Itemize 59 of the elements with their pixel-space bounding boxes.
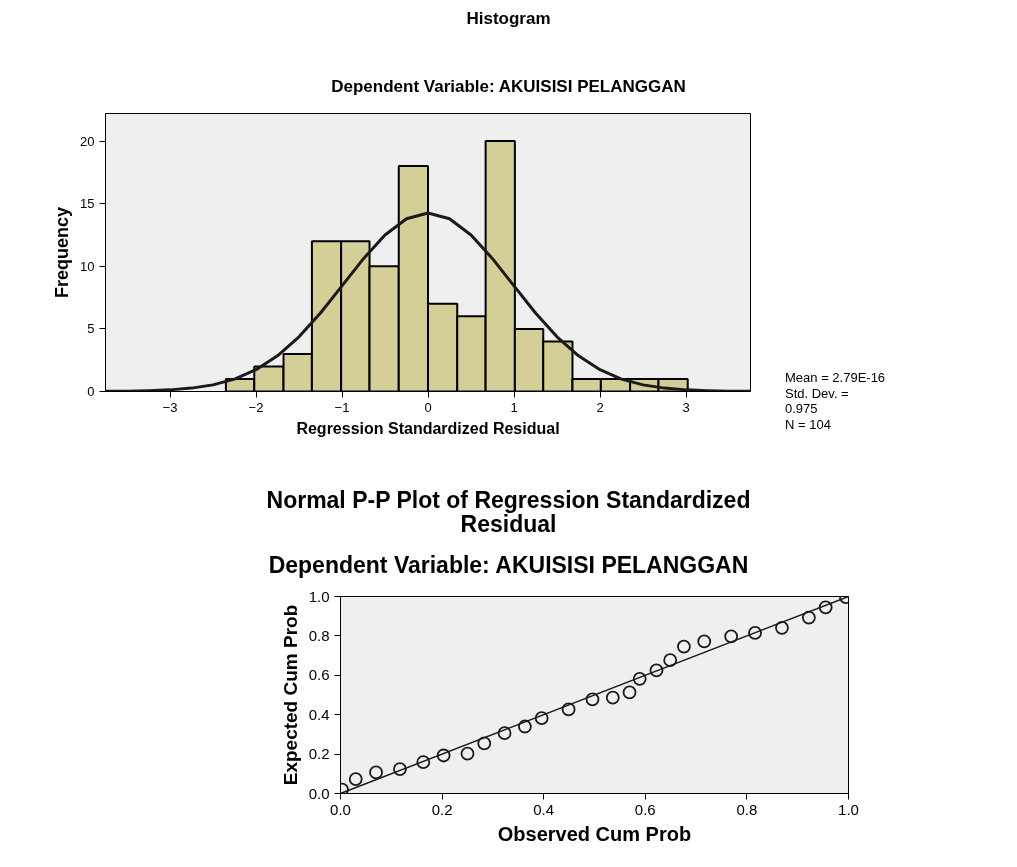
x-tick-label: 0.2 xyxy=(431,800,453,818)
point xyxy=(497,726,512,741)
point xyxy=(632,671,647,686)
x-axis-title: Observed Cum Prob xyxy=(497,822,692,845)
point xyxy=(561,702,576,717)
y-tick-label: 0.0 xyxy=(308,784,330,802)
x-tick-label: 0.6 xyxy=(634,800,656,818)
x-tick-label: 0 xyxy=(424,399,432,415)
point xyxy=(518,719,532,734)
x-tick-label: 0.8 xyxy=(736,800,758,818)
point xyxy=(369,765,383,780)
point xyxy=(663,653,678,668)
point xyxy=(416,755,431,770)
y-tick-label: 0 xyxy=(87,384,95,399)
point xyxy=(622,685,637,700)
point xyxy=(775,620,789,635)
point xyxy=(460,746,475,761)
x-tick-label: −1 xyxy=(334,399,350,415)
x-tick-label: 3 xyxy=(682,399,690,415)
point xyxy=(801,610,816,625)
y-tick-label: 0.2 xyxy=(308,745,330,763)
y-tick-label: 5 xyxy=(87,321,95,337)
point xyxy=(649,663,664,678)
point xyxy=(605,690,620,705)
point xyxy=(748,626,762,640)
y-tick-label: 0.6 xyxy=(308,666,330,684)
point xyxy=(677,639,691,654)
point xyxy=(697,634,712,649)
chart-title: Histogram xyxy=(466,9,551,28)
point xyxy=(724,629,739,644)
chart-subtitle: Dependent Variable: AKUISISI PELANGGAN xyxy=(268,552,749,578)
y-tick-label: 10 xyxy=(80,258,95,274)
chart-subtitle: Dependent Variable: AKUISISI PELANGGAN xyxy=(331,77,686,96)
point xyxy=(534,711,549,725)
x-tick-label: 0.0 xyxy=(330,800,351,818)
x-tick-label: 1 xyxy=(510,399,518,415)
x-tick-label: −2 xyxy=(248,399,264,415)
text: Mean = 2.79E-16 xyxy=(785,370,886,385)
point xyxy=(818,600,833,615)
y-axis-title: Frequency xyxy=(52,206,73,299)
x-tick-label: 1.0 xyxy=(838,800,859,818)
chart-title: Normal P-P Plot of Regression Standardized Residual xyxy=(266,487,751,538)
x-axis-title: Regression Standardized Residual xyxy=(296,419,560,437)
point xyxy=(393,762,407,776)
x-tick-label: 0.4 xyxy=(533,800,555,818)
text: N = 104 xyxy=(785,416,831,432)
x-tick-label: 2 xyxy=(596,399,604,415)
text: Std. Dev. = 0.975 xyxy=(785,385,849,417)
x-tick-label: −3 xyxy=(162,399,178,415)
y-tick-label: 20 xyxy=(80,133,95,149)
y-axis-title: Expected Cum Prob xyxy=(279,604,301,786)
y-tick-label: 1.0 xyxy=(308,587,330,605)
y-tick-label: 15 xyxy=(80,196,95,212)
y-tick-label: 0.4 xyxy=(308,705,330,723)
point xyxy=(436,748,451,763)
point xyxy=(477,736,492,751)
point xyxy=(585,692,600,707)
y-tick-label: 0.8 xyxy=(308,626,330,644)
point xyxy=(348,772,363,787)
